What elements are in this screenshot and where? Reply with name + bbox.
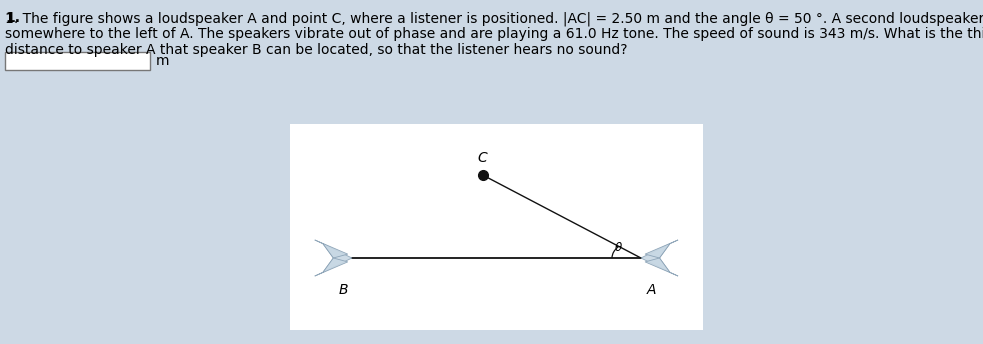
Text: 1.: 1. xyxy=(5,11,20,25)
Text: θ: θ xyxy=(614,241,622,254)
Text: m: m xyxy=(156,54,169,68)
Bar xyxy=(5,52,150,70)
Polygon shape xyxy=(645,258,678,276)
Text: B: B xyxy=(339,282,348,297)
Text: somewhere to the left of A. The speakers vibrate out of phase and are playing a : somewhere to the left of A. The speakers… xyxy=(5,27,983,41)
Polygon shape xyxy=(315,258,348,276)
Polygon shape xyxy=(645,240,678,258)
FancyBboxPatch shape xyxy=(280,118,713,336)
Polygon shape xyxy=(641,244,669,272)
Text: 1. The figure shows a loudspeaker A and point C, where a listener is positioned.: 1. The figure shows a loudspeaker A and … xyxy=(5,11,983,25)
Text: C: C xyxy=(478,151,488,165)
Text: A: A xyxy=(647,282,656,297)
Polygon shape xyxy=(323,244,352,272)
Text: distance to speaker A that speaker B can be located, so that the listener hears : distance to speaker A that speaker B can… xyxy=(5,43,627,57)
Polygon shape xyxy=(315,240,348,258)
